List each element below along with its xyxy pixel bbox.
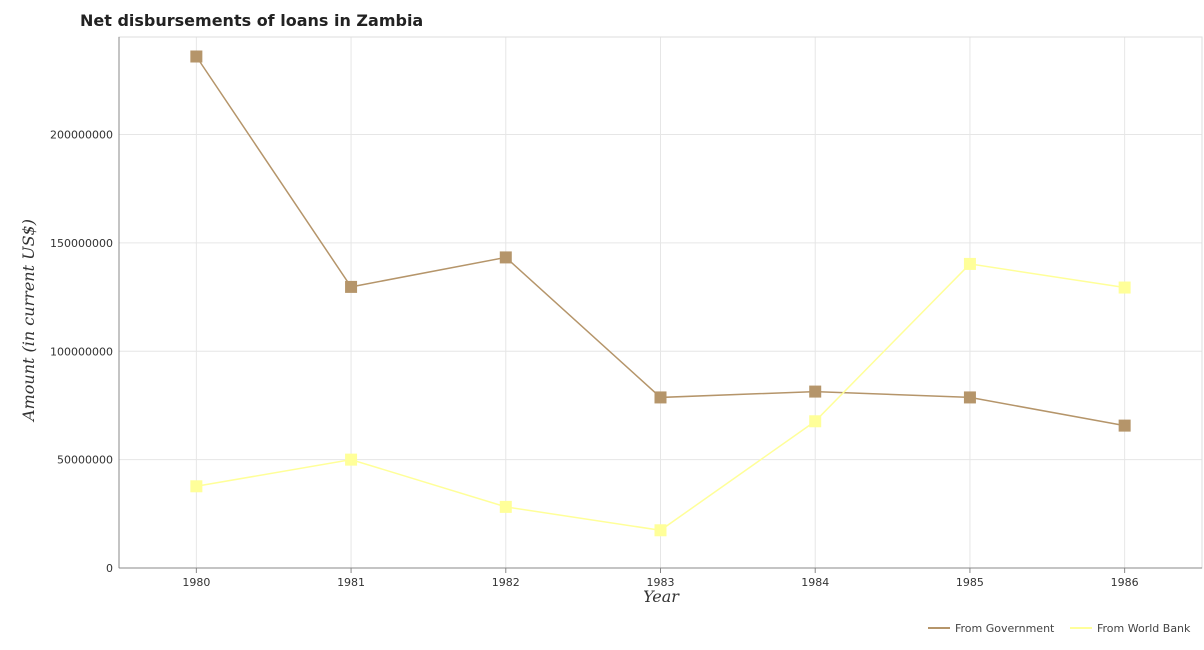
y-tick-label: 150000000	[50, 237, 113, 250]
x-tick-label: 1986	[1111, 576, 1139, 589]
data-point-from-government	[499, 251, 512, 264]
data-point-from-world-bank	[654, 524, 667, 537]
x-tick-label: 1985	[956, 576, 984, 589]
x-tick-label: 1982	[492, 576, 520, 589]
x-tick-label: 1980	[182, 576, 210, 589]
data-point-from-government	[963, 391, 976, 404]
data-point-from-world-bank	[190, 480, 203, 493]
x-tick-label: 1983	[647, 576, 675, 589]
chart-title: Net disbursements of loans in Zambia	[80, 11, 423, 30]
data-point-from-government	[190, 50, 203, 63]
y-tick-label: 100000000	[50, 345, 113, 358]
legend-label-from-world-bank: From World Bank	[1097, 622, 1191, 635]
x-tick-label: 1984	[801, 576, 829, 589]
y-tick-label: 200000000	[50, 129, 113, 142]
legend: From Government From World Bank	[928, 622, 1191, 635]
legend-label-from-government: From Government	[955, 622, 1055, 635]
data-point-from-world-bank	[345, 453, 358, 466]
series-group	[190, 50, 1131, 537]
x-axis-label: Year	[643, 587, 680, 606]
data-point-from-government	[1118, 419, 1131, 432]
data-point-from-government	[345, 280, 358, 293]
y-tick-label: 0	[106, 562, 113, 575]
data-point-from-government	[809, 385, 822, 398]
y-tick-label: 50000000	[57, 454, 113, 467]
data-point-from-world-bank	[499, 500, 512, 513]
data-point-from-world-bank	[809, 415, 822, 428]
x-tick-label: 1981	[337, 576, 365, 589]
grid	[119, 37, 1202, 569]
data-point-from-world-bank	[963, 257, 976, 270]
y-axis-label: Amount (in current US$)	[19, 219, 38, 423]
data-point-from-world-bank	[1118, 281, 1131, 294]
axes	[118, 36, 1203, 573]
data-point-from-government	[654, 391, 667, 404]
tick-labels: 0 50000000 100000000 150000000 200000000 1980…	[50, 129, 1139, 589]
